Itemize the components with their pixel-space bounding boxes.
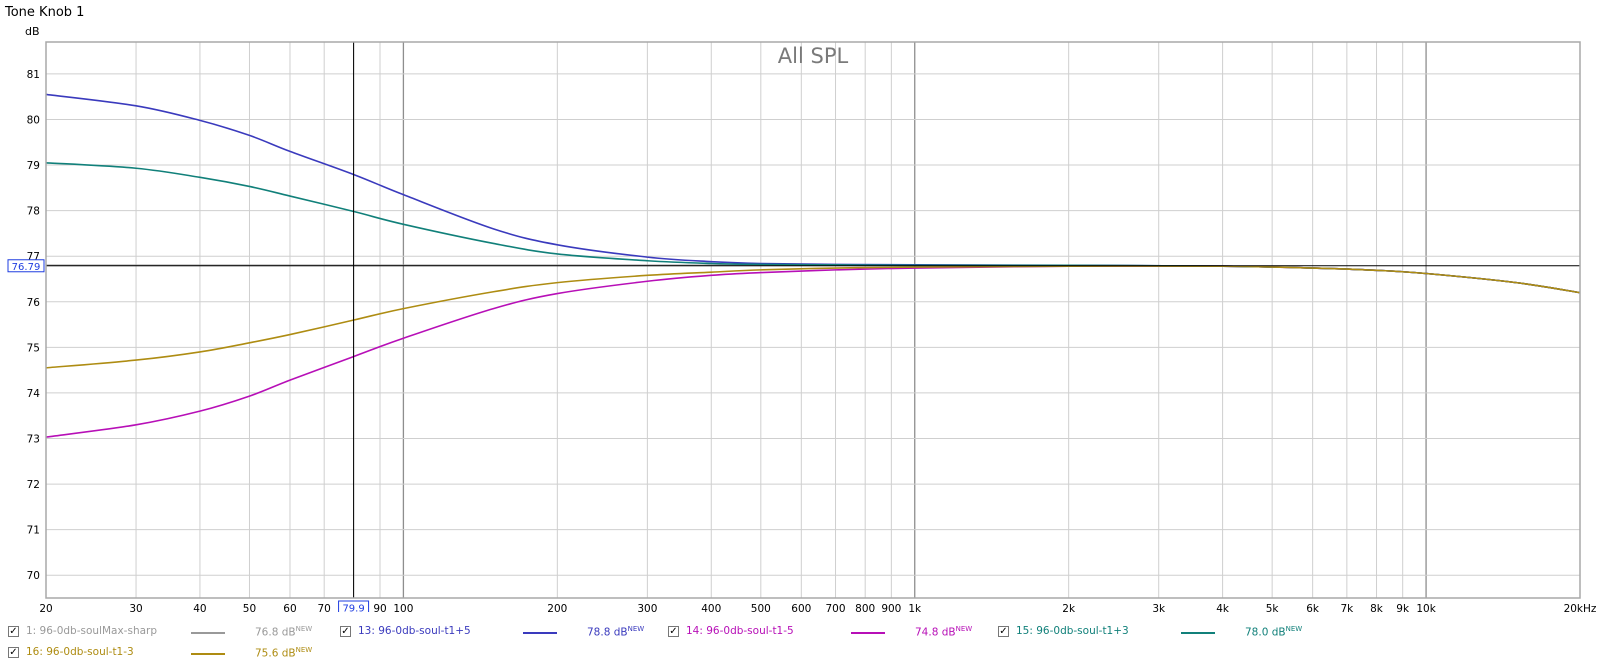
x-tick-label: 20kHz [1564, 603, 1597, 612]
x-tick-label: 70 [318, 603, 331, 612]
legend-checkbox[interactable]: ✓ [340, 626, 351, 637]
x-tick-label: 40 [193, 603, 206, 612]
x-tick-label: 90 [373, 603, 386, 612]
series-line [45, 93, 1581, 294]
series-line [45, 161, 1581, 294]
legend-checkbox[interactable]: ✓ [998, 626, 1009, 637]
y-tick-label: 74 [27, 388, 41, 400]
x-tick-label: 400 [701, 603, 721, 612]
x-tick-label: 200 [547, 603, 567, 612]
legend-swatch [1181, 632, 1215, 634]
x-tick-label: 9k [1396, 603, 1410, 612]
x-tick-label: 50 [243, 603, 256, 612]
x-tick-label: 900 [881, 603, 901, 612]
legend-value: 75.6 dBNEW [255, 646, 312, 660]
cursor[interactable]: 76.79 79.9 [7, 42, 1580, 613]
legend-value-text: 76.8 dB [255, 626, 296, 639]
x-tick-label: 700 [826, 603, 846, 612]
x-tick-label: 1k [908, 603, 922, 612]
legend-new-badge: NEW [295, 625, 313, 633]
x-tick-label: 500 [751, 603, 771, 612]
x-tick-label: 5k [1266, 603, 1280, 612]
y-axis-label: dB [25, 25, 40, 38]
legend-checkbox[interactable]: ✓ [8, 647, 19, 658]
x-tick-label: 10k [1416, 603, 1436, 612]
legend-label: 1: 96-0db-soulMax-sharp [26, 625, 158, 637]
series-line [45, 265, 1581, 438]
legend-new-badge: NEW [627, 625, 645, 633]
x-tick-label: 30 [129, 603, 142, 612]
y-tick-label: 78 [27, 206, 40, 218]
y-tick-label: 71 [27, 525, 40, 537]
window-title: Tone Knob 1 [5, 5, 85, 20]
chart-title: All SPL [778, 44, 849, 68]
x-tick-label: 3k [1152, 603, 1166, 612]
x-tick-label: 300 [637, 603, 657, 612]
y-tick-label: 75 [27, 342, 40, 354]
legend-value: 74.8 dBNEW [915, 625, 972, 639]
legend-label: 16: 96-0db-soul-t1-3 [26, 646, 134, 658]
series-line [45, 265, 1581, 369]
x-tick-label: 4k [1216, 603, 1230, 612]
x-tick-label: 800 [855, 603, 875, 612]
spl-chart[interactable]: 20 30 40 50 60 70 90 100 200 300 400 500 600 700 800 90… [0, 0, 1600, 612]
cursor-x-readout-box [338, 600, 370, 612]
legend-value: 78.8 dBNEW [587, 625, 644, 639]
x-tick-label: 2k [1062, 603, 1076, 612]
legend-swatch [191, 653, 225, 655]
cursor-y-readout: 76.79 [12, 262, 41, 273]
y-tick-label: 79 [27, 160, 40, 172]
axes: 20 30 40 50 60 70 90 100 200 300 400 500 600 700 800 90… [27, 69, 1597, 612]
y-tick-label: 80 [27, 114, 40, 126]
legend-swatch [191, 632, 225, 634]
x-tick-label: 6k [1306, 603, 1320, 612]
legend-new-badge: NEW [1285, 625, 1303, 633]
legend-swatch [523, 632, 557, 634]
y-tick-label: 81 [27, 69, 40, 81]
y-tick-label: 72 [27, 479, 40, 491]
legend-new-badge: NEW [955, 625, 973, 633]
legend-value-text: 78.0 dB [1245, 626, 1286, 639]
legend-new-badge: NEW [295, 646, 313, 654]
cursor-x-readout: 79.9 [342, 604, 364, 613]
plot-frame [45, 41, 1581, 599]
legend-value-text: 74.8 dB [915, 626, 956, 639]
legend-value: 78.0 dBNEW [1245, 625, 1302, 639]
y-tick-label: 73 [27, 433, 40, 445]
legend-swatch [851, 632, 885, 634]
grid [45, 42, 1581, 598]
x-tick-label: 7k [1340, 603, 1354, 612]
legend-value: 76.8 dBNEW [255, 625, 312, 639]
x-tick-label: 600 [791, 603, 811, 612]
cursor-y-readout-box [7, 259, 45, 273]
legend-value-text: 78.8 dB [587, 626, 628, 639]
legend-label: 13: 96-0db-soul-t1+5 [358, 625, 471, 637]
y-tick-label: 76 [27, 297, 41, 309]
x-tick-label: 8k [1370, 603, 1384, 612]
y-tick-label: 70 [27, 570, 40, 582]
legend-checkbox[interactable]: ✓ [8, 626, 19, 637]
legend-label: 14: 96-0db-soul-t1-5 [686, 625, 794, 637]
x-tick-label: 20 [39, 603, 52, 612]
x-tick-label: 100 [393, 603, 413, 612]
legend-label: 15: 96-0db-soul-t1+3 [1016, 625, 1129, 637]
legend-value-text: 75.6 dB [255, 647, 296, 660]
legend-checkbox[interactable]: ✓ [668, 626, 679, 637]
x-tick-label: 60 [283, 603, 296, 612]
